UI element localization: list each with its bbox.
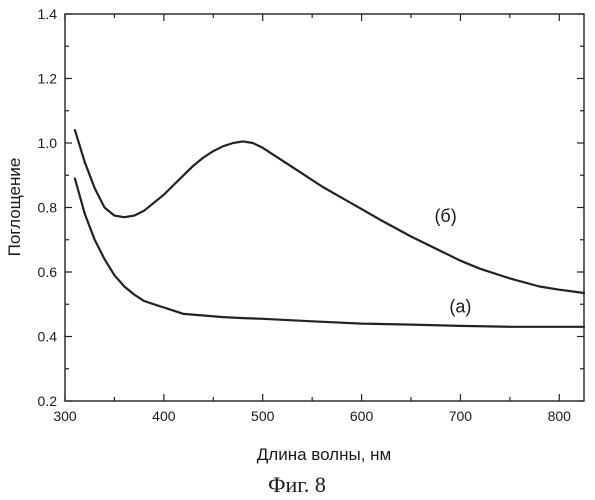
- x-tick-label: 300: [53, 408, 77, 424]
- x-axis-title: Длина волны, нм: [257, 445, 391, 464]
- x-tick-label: 800: [548, 408, 572, 424]
- x-tick-label: 600: [350, 408, 374, 424]
- y-tick-label: 0.2: [38, 393, 58, 409]
- y-tick-label: 0.8: [38, 200, 58, 216]
- curve-b: [75, 130, 584, 293]
- figure-caption: Фиг. 8: [268, 472, 326, 497]
- y-tick-label: 0.6: [38, 264, 58, 280]
- y-tick-label: 1.0: [38, 135, 58, 151]
- curve-labels: (а) (б): [434, 206, 471, 316]
- plot-curves: [75, 130, 584, 327]
- plot-frame: [65, 14, 584, 401]
- axis-ticks: 300 400 500 600 700 800 0.2 0.4 0.6 0.8 1.0 1.2 1.4: [38, 6, 584, 424]
- y-tick-label: 1.2: [38, 71, 58, 87]
- curve-label: (б): [434, 206, 456, 226]
- x-tick-label: 700: [449, 408, 473, 424]
- x-tick-label: 400: [152, 408, 176, 424]
- y-tick-label: 1.4: [38, 6, 58, 22]
- curve-a: [75, 179, 584, 327]
- y-tick-label: 0.4: [38, 329, 58, 345]
- x-tick-label: 500: [251, 408, 275, 424]
- curve-label: (а): [449, 296, 471, 316]
- y-axis-title: Поглощение: [5, 158, 24, 257]
